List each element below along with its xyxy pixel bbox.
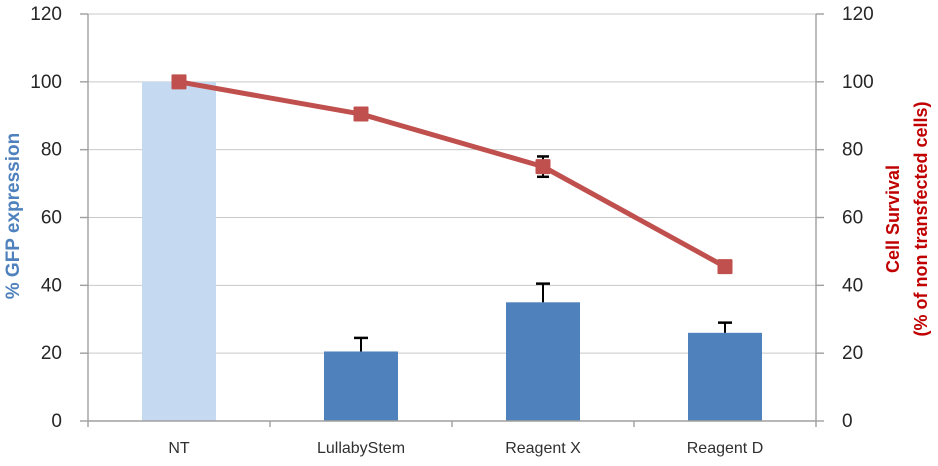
right-axis-tick-label-80: 80 xyxy=(842,140,863,161)
right-axis-tick-label-100: 100 xyxy=(842,72,874,93)
left-axis-tick-label-40: 40 xyxy=(41,275,62,296)
survival-line xyxy=(176,79,728,270)
left-axis-tick-label-60: 60 xyxy=(41,208,62,229)
right-axis-tick-label-20: 20 xyxy=(842,343,863,364)
left-axis-tick-label-20: 20 xyxy=(41,343,62,364)
bar-Reagent-X xyxy=(506,302,580,421)
survival-marker-Reagent-X xyxy=(535,159,551,175)
bar-Reagent-D xyxy=(688,332,762,421)
left-axis-tick-label-80: 80 xyxy=(41,140,62,161)
right-axis-tick-label-60: 60 xyxy=(842,208,863,229)
right-axis-title-line2: (% of non transfected cells) xyxy=(911,101,931,337)
right-axis-tick-label-120: 120 xyxy=(842,4,874,25)
right-axis-title: Cell Survival (% of non transfected cell… xyxy=(879,0,935,454)
survival-marker-LullabyStem xyxy=(353,106,369,122)
left-axis-tick-label-100: 100 xyxy=(30,72,62,93)
survival-marker-NT xyxy=(171,74,187,90)
right-axis-tick-label-40: 40 xyxy=(842,275,863,296)
survival-marker-Reagent-D xyxy=(717,259,733,275)
x-category-label-Reagent-D: Reagent D xyxy=(687,440,764,457)
x-category-label-Reagent-X: Reagent X xyxy=(505,440,581,457)
right-axis-tick-label-0: 0 xyxy=(842,411,853,432)
x-category-label-NT: NT xyxy=(168,440,190,457)
bar-LullabyStem xyxy=(324,351,398,421)
left-axis-tick-label-0: 0 xyxy=(51,411,62,432)
right-axis-title-line1: Cell Survival xyxy=(883,164,903,274)
left-axis-tick-label-120: 120 xyxy=(30,4,62,25)
left-axis-title: % GFP expression xyxy=(3,132,24,300)
bar-NT xyxy=(142,81,216,421)
x-category-label-LullabyStem: LullabyStem xyxy=(317,440,405,457)
